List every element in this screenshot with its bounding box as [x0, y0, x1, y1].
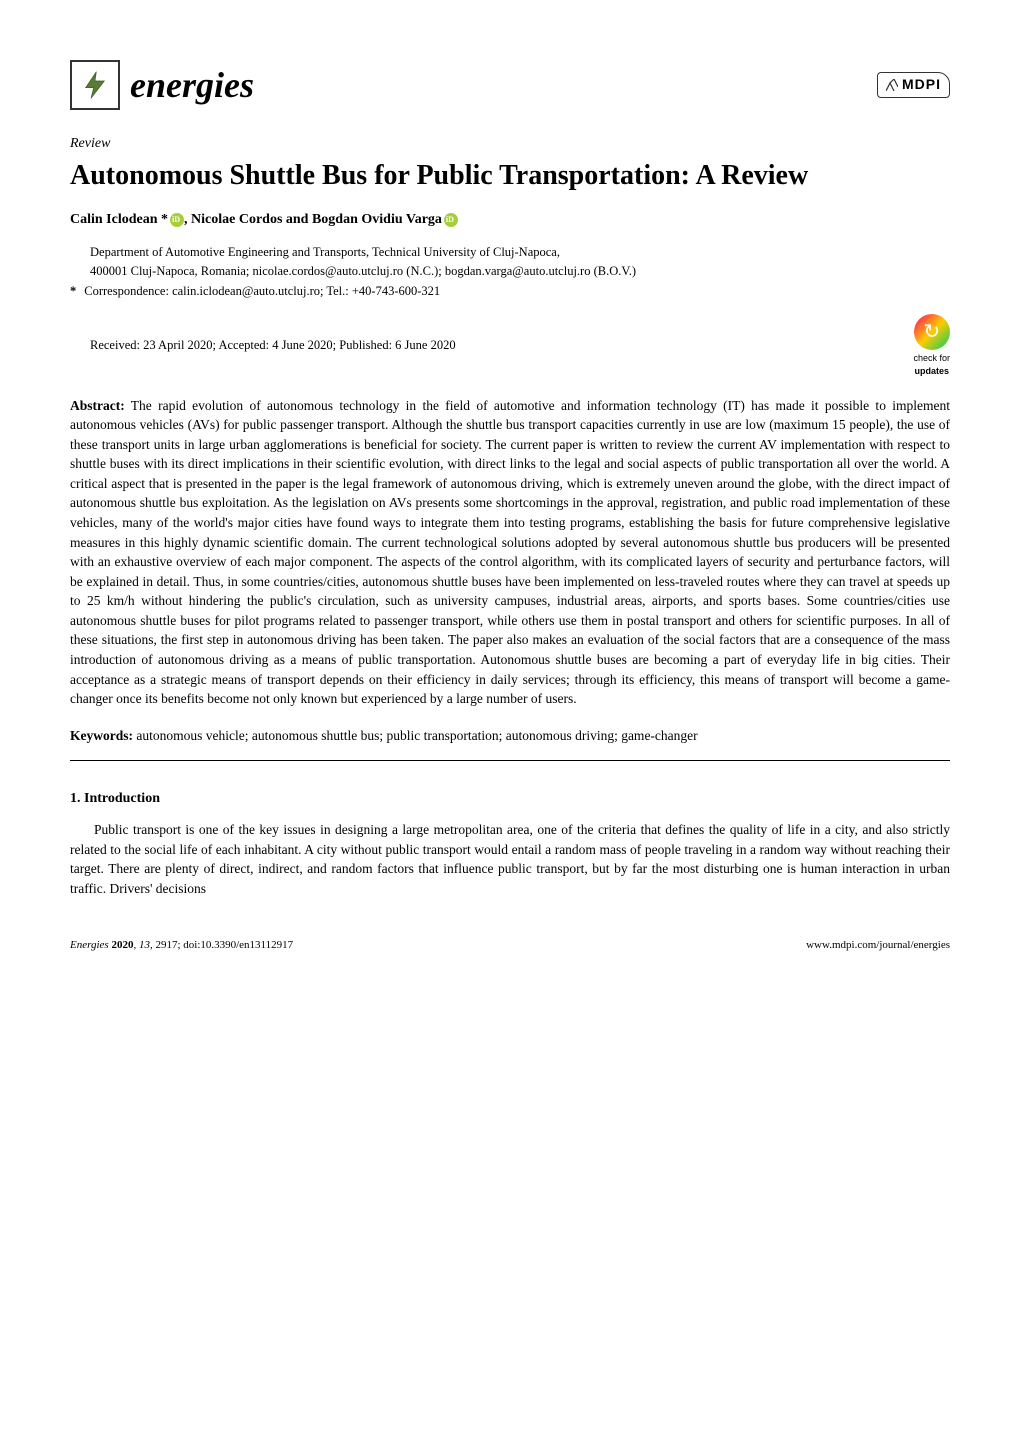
- journal-logo: energies: [70, 60, 254, 110]
- abstract: Abstract: The rapid evolution of autonom…: [70, 396, 950, 709]
- keywords: Keywords: autonomous vehicle; autonomous…: [70, 727, 950, 746]
- check-updates-label1: check for: [913, 352, 950, 365]
- citation-volume: 13: [139, 939, 150, 951]
- publisher-name: MDPI: [902, 75, 941, 95]
- correspondence-asterisk: *: [70, 284, 76, 298]
- article-type: Review: [70, 134, 950, 154]
- citation-doi: ; doi:10.3390/en13112917: [177, 939, 293, 951]
- citation-journal: Energies: [70, 939, 109, 951]
- mdpi-mark-icon: [886, 79, 898, 91]
- page-header: energies MDPI: [70, 60, 950, 110]
- authors-line: Calin Iclodean * , Nicolae Cordos and Bog…: [70, 210, 950, 230]
- authors-rest: , Nicolae Cordos and Bogdan Ovidiu Varga: [184, 212, 442, 227]
- publication-dates: Received: 23 April 2020; Accepted: 4 Jun…: [90, 337, 456, 355]
- abstract-label: Abstract:: [70, 398, 125, 413]
- check-updates-badge[interactable]: ↻ check for updates: [913, 314, 950, 377]
- article-title: Autonomous Shuttle Bus for Public Transp…: [70, 158, 950, 194]
- page-footer: Energies 2020, 13, 2917; doi:10.3390/en1…: [70, 938, 950, 953]
- citation-year: 2020: [111, 939, 133, 951]
- correspondence-text: Correspondence: calin.iclodean@auto.utcl…: [84, 284, 440, 298]
- correspondence: * Correspondence: calin.iclodean@auto.utc…: [70, 283, 950, 301]
- check-updates-icon: ↻: [914, 314, 950, 350]
- dates-row: Received: 23 April 2020; Accepted: 4 Jun…: [90, 314, 950, 377]
- journal-name: energies: [130, 60, 254, 110]
- lightning-icon: [79, 69, 111, 101]
- intro-paragraph: Public transport is one of the key issue…: [70, 820, 950, 898]
- orcid-icon[interactable]: [170, 213, 184, 227]
- footer-url[interactable]: www.mdpi.com/journal/energies: [806, 938, 950, 953]
- energies-icon: [70, 60, 120, 110]
- keywords-text: autonomous vehicle; autonomous shuttle b…: [133, 728, 698, 743]
- check-updates-label2: updates: [914, 365, 949, 378]
- orcid-icon[interactable]: [444, 213, 458, 227]
- intro-heading: 1. Introduction: [70, 789, 950, 809]
- section-divider: [70, 760, 950, 761]
- author-first: Calin Iclodean *: [70, 212, 168, 227]
- abstract-text: The rapid evolution of autonomous techno…: [70, 398, 950, 706]
- mdpi-logo: MDPI: [877, 72, 950, 98]
- keywords-label: Keywords:: [70, 728, 133, 743]
- citation-page: 2917: [155, 939, 177, 951]
- affiliation-address: 400001 Cluj-Napoca, Romania; nicolae.cor…: [90, 263, 950, 281]
- affiliation-dept: Department of Automotive Engineering and…: [90, 244, 950, 262]
- footer-citation: Energies 2020, 13, 2917; doi:10.3390/en1…: [70, 938, 293, 953]
